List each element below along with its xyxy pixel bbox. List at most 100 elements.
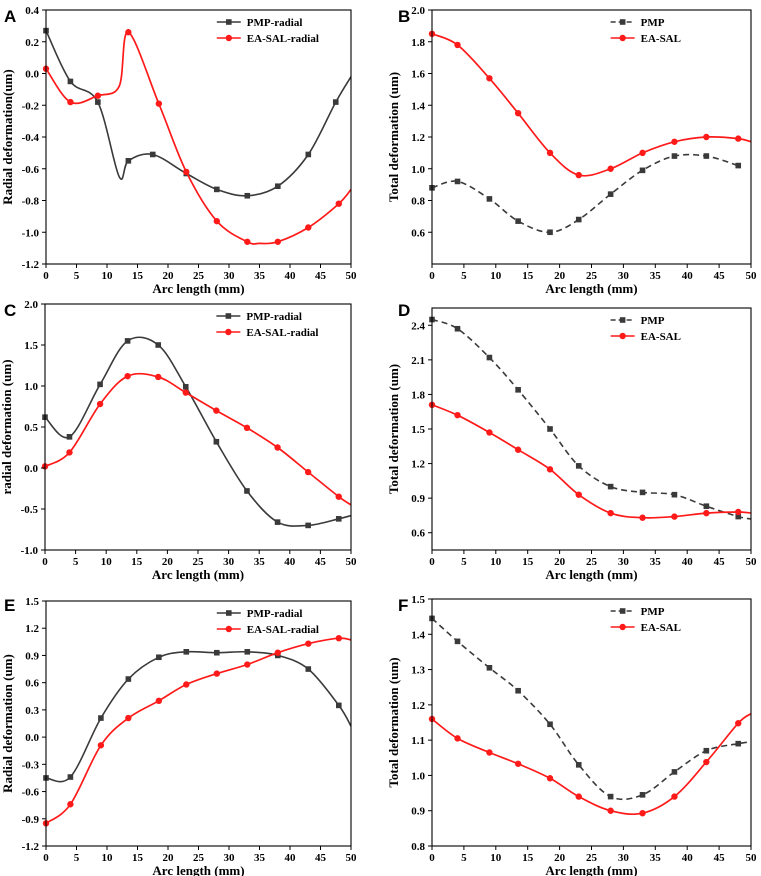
x-tick-label-d: 0: [429, 556, 435, 568]
x-tick-label-f: 15: [522, 852, 534, 864]
x-tick-label-e: 20: [163, 852, 175, 864]
y-tick-label-d: 0.6: [411, 528, 425, 540]
y-tick-label-e: -0.6: [22, 787, 40, 799]
data-point-f-ea-sal: [607, 807, 614, 814]
x-tick-label-b: 30: [618, 270, 630, 282]
y-tick-label-a: -1.0: [22, 227, 40, 239]
data-point-b-pmp: [486, 196, 493, 202]
y-tick-label-f: 1.2: [411, 700, 425, 712]
data-point-f-pmp: [671, 769, 678, 775]
data-point-b-ea-sal: [575, 171, 582, 179]
data-point-a-pmp: [67, 78, 74, 85]
legend-marker-a-pmp: [226, 19, 232, 25]
data-point-d-ea-sal: [703, 509, 710, 517]
x-tick-label-c: 20: [162, 556, 174, 568]
data-point-f-ea-sal: [575, 793, 582, 800]
data-point-d-pmp: [454, 325, 461, 332]
x-tick-label-c: 5: [73, 556, 79, 568]
legend-label-d-ea-sal: EA-SAL: [641, 331, 681, 343]
data-point-c-pmp: [97, 381, 103, 388]
panel-letter-d: D: [398, 301, 410, 320]
data-point-f-pmp: [486, 665, 493, 671]
legend-marker-d-pmp: [619, 317, 626, 323]
y-tick-label-a: 0.2: [25, 37, 39, 49]
y-tick-label-f: 1.5: [411, 594, 425, 606]
data-point-c-ea-sal: [182, 389, 189, 396]
data-point-a-ea-sal: [335, 200, 342, 207]
data-point-b-pmp: [735, 162, 742, 169]
x-tick-label-a: 30: [224, 270, 236, 282]
x-tick-label-b: 35: [650, 270, 662, 282]
data-point-e-pmp: [214, 649, 220, 656]
data-point-d-ea-sal: [546, 466, 554, 473]
y-tick-label-b: 1.8: [411, 37, 425, 49]
x-tick-label-d: 5: [461, 556, 467, 568]
y-tick-label-c: -1.0: [21, 545, 39, 557]
data-point-c-pmp: [155, 342, 162, 348]
legend-label-f-pmp: PMP: [641, 606, 665, 618]
x-tick-label-c: 0: [42, 556, 48, 568]
y-tick-label-d: 2.1: [411, 355, 425, 367]
x-tick-label-f: 50: [746, 852, 758, 864]
data-point-f-pmp: [547, 721, 553, 728]
data-point-f-pmp: [735, 740, 742, 747]
x-tick-label-f: 5: [461, 852, 467, 864]
x-tick-label-a: 50: [346, 270, 358, 282]
data-point-b-pmp: [607, 191, 614, 197]
data-point-a-ea-sal: [94, 92, 102, 99]
x-tick-label-f: 45: [714, 852, 726, 864]
y-tick-label-e: -0.9: [22, 814, 40, 826]
y-tick-label-b: 2.0: [411, 5, 425, 17]
data-point-c-ea-sal: [124, 372, 131, 380]
data-point-f-ea-sal: [514, 760, 522, 767]
x-tick-label-f: 20: [554, 852, 566, 864]
data-point-b-ea-sal: [639, 149, 646, 157]
data-point-a-pmp: [305, 151, 312, 158]
y-tick-label-c: 0.5: [24, 422, 38, 434]
chart-panel-b: 0 5 10 15 20 25 30 35 40 45 50 0.6 0.8 1.0 1.2 1.4 1.6 1.…: [386, 5, 757, 296]
data-point-b-ea-sal: [735, 135, 742, 142]
data-point-a-ea-sal: [155, 100, 163, 107]
y-tick-label-a: 0.4: [25, 5, 39, 17]
legend-label-b-ea-sal: EA-SAL: [641, 33, 681, 45]
legend-label-a-ea-sal: EA-SAL-radial: [247, 33, 319, 45]
y-tick-label-d: 1.5: [411, 424, 425, 436]
data-point-f-ea-sal: [454, 735, 461, 742]
y-tick-label-c: 0.0: [24, 463, 38, 475]
data-point-e-ea-sal: [335, 635, 342, 642]
data-point-a-pmp: [244, 192, 251, 199]
data-point-f-pmp: [515, 687, 521, 694]
data-point-e-ea-sal: [155, 697, 163, 705]
data-point-d-ea-sal: [671, 513, 678, 520]
x-tick-label-a: 15: [132, 270, 144, 282]
series-line-a-ea-sal: [46, 31, 351, 245]
data-point-f-pmp: [607, 793, 614, 800]
legend-marker-d-ea-sal: [619, 332, 626, 340]
x-tick-label-d: 20: [554, 556, 566, 568]
data-point-d-pmp: [703, 503, 710, 510]
data-point-c-pmp: [182, 384, 189, 390]
x-tick-label-f: 40: [682, 852, 694, 864]
y-tick-label-e: 0.3: [25, 705, 39, 717]
data-point-e-ea-sal: [305, 640, 312, 647]
y-tick-label-b: 1.0: [411, 164, 425, 176]
legend-marker-e-ea-sal: [225, 625, 232, 633]
legend-marker-f-pmp: [619, 608, 626, 614]
y-tick-label-c: 1.0: [24, 381, 38, 393]
legend-marker-b-ea-sal: [619, 34, 626, 42]
x-tick-label-b: 15: [522, 270, 534, 282]
data-point-f-pmp: [454, 638, 461, 645]
y-tick-label-a: -0.4: [22, 132, 40, 144]
data-point-f-ea-sal: [639, 809, 646, 817]
legend-marker-f-ea-sal: [619, 623, 626, 631]
data-point-b-ea-sal: [454, 41, 461, 49]
data-point-e-ea-sal: [274, 649, 281, 656]
y-axis-label-e: Radial deformation (um): [0, 654, 15, 793]
y-axis-label-d: Total deformation (um): [386, 364, 401, 494]
data-point-c-ea-sal: [96, 400, 104, 408]
y-tick-label-d: 1.8: [411, 389, 425, 401]
data-point-c-pmp: [274, 519, 281, 525]
x-tick-label-b: 0: [429, 270, 435, 282]
y-tick-label-d: 0.9: [411, 493, 425, 505]
data-point-e-ea-sal: [97, 742, 105, 749]
